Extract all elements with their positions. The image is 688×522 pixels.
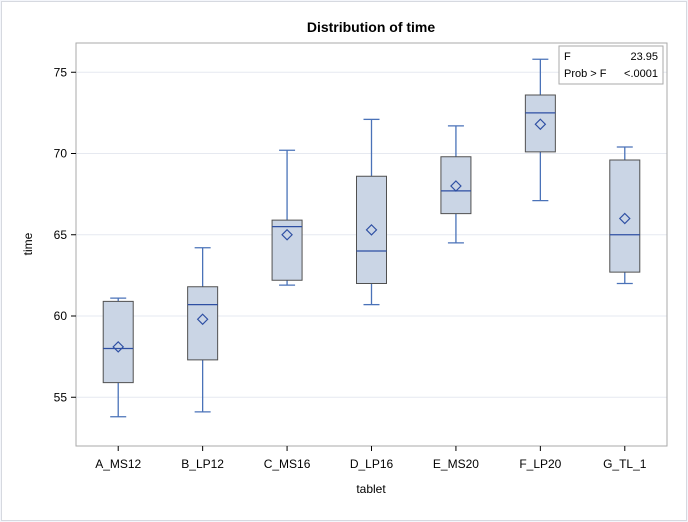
mean-marker — [365, 224, 378, 236]
x-tick-label: G_TL_1 — [603, 457, 647, 471]
box-iqr — [440, 156, 472, 215]
chart-title: Distribution of time — [307, 19, 436, 35]
stats-box-border — [558, 45, 664, 85]
box-f-lp20 — [524, 58, 556, 202]
x-tick-label: F_LP20 — [519, 457, 561, 471]
x-tick-label: E_MS20 — [433, 457, 479, 471]
y-tick-label: 55 — [54, 390, 68, 404]
y-tick-label: 75 — [54, 65, 68, 79]
stats-box: F 23.95 Prob > F <.0001 — [558, 45, 664, 85]
x-axis-label: tablet — [356, 482, 386, 496]
box-c-ms16 — [271, 149, 303, 286]
mean-marker — [618, 212, 631, 225]
stats-label-f: F — [564, 51, 571, 63]
stats-value-prob: <.0001 — [624, 68, 658, 80]
box-a-ms12 — [102, 297, 134, 418]
box-iqr — [524, 94, 556, 153]
y-tick-label: 70 — [54, 147, 68, 161]
y-axis: 55 60 65 70 75 — [54, 65, 76, 404]
boxes — [102, 58, 641, 418]
mean-marker — [534, 118, 547, 131]
x-tick-label: A_MS12 — [95, 457, 141, 471]
x-tick-label: D_LP16 — [350, 457, 394, 471]
y-tick-label: 60 — [54, 309, 68, 323]
mean-marker — [450, 180, 462, 192]
box-iqr — [271, 219, 303, 281]
mean-marker — [112, 341, 125, 353]
mean-marker — [196, 313, 209, 326]
box-iqr — [356, 175, 387, 284]
y-axis-label: time — [21, 232, 35, 255]
box-iqr — [187, 286, 219, 361]
stats-value-f: 23.95 — [630, 51, 658, 63]
box-e-ms20 — [440, 125, 472, 244]
box-iqr — [609, 159, 641, 273]
mean-marker — [281, 228, 293, 241]
x-tick-label: C_MS16 — [264, 457, 311, 471]
x-tick-label: B_LP12 — [181, 457, 224, 471]
box-d-lp16 — [356, 118, 387, 306]
box-b-lp12 — [187, 247, 219, 413]
box-g-tl-1 — [609, 146, 641, 285]
x-axis: A_MS12 B_LP12 C_MS16 D_LP16 E_MS20 F_LP20 G_TL… — [95, 446, 647, 471]
y-tick-label: 65 — [54, 228, 68, 242]
stats-label-prob: Prob > F — [564, 68, 607, 80]
